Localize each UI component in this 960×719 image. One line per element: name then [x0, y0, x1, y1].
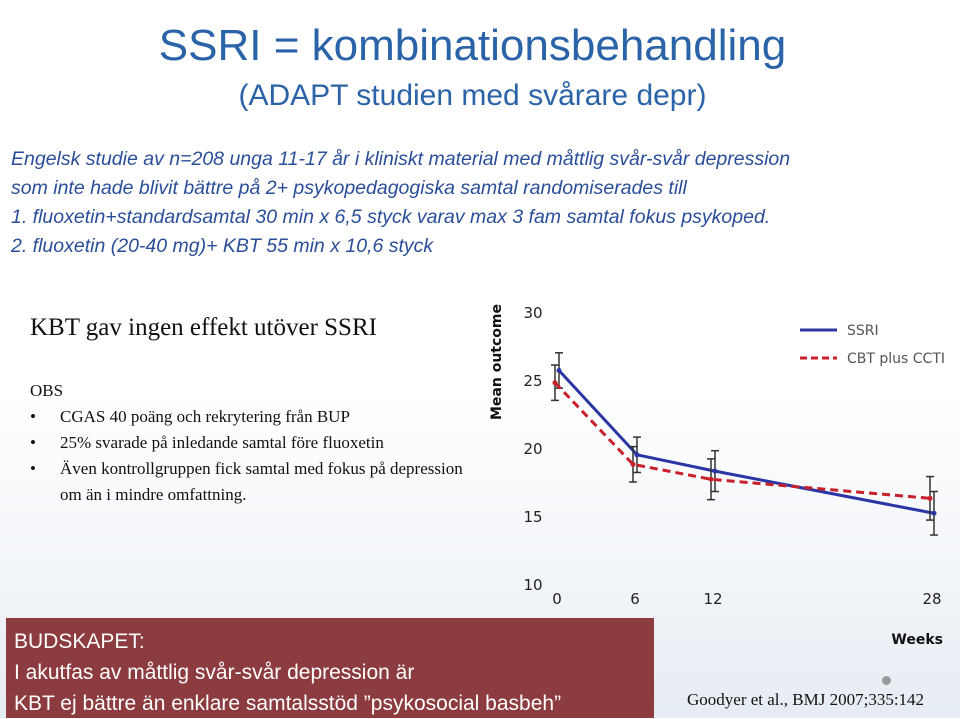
- legend-label: SSRI: [847, 323, 879, 339]
- x-tick-label: 0: [552, 590, 562, 608]
- x-tick-label: 12: [703, 590, 722, 608]
- key-message-line: I akutfas av måttlig svår-svår depressio…: [14, 661, 415, 684]
- data-point: [556, 367, 562, 373]
- y-axis-label: Mean outcome: [489, 304, 505, 420]
- study-line: 1. fluoxetin+standardsamtal 30 min x 6,5…: [11, 206, 771, 228]
- slide-title: SSRI = kombinationsbehandling: [158, 21, 787, 70]
- data-point: [927, 495, 933, 501]
- obs-item: 25% svarade på inledande samtal före flu…: [30, 430, 470, 456]
- series-line: [553, 381, 931, 500]
- x-tick-label: 28: [922, 590, 941, 608]
- data-point: [931, 510, 937, 516]
- data-point: [552, 380, 558, 386]
- data-point: [630, 461, 636, 467]
- obs-section: OBS CGAS 40 poäng och rekrytering från B…: [30, 378, 470, 508]
- y-tick-label: 20: [523, 440, 542, 458]
- study-line: 2. fluoxetin (20-40 mg)+ KBT 55 min x 10…: [11, 235, 434, 257]
- y-tick-label: 10: [523, 576, 542, 594]
- legend-label: CBT plus CCTI: [847, 351, 945, 367]
- slide-marker-dot: [882, 676, 891, 685]
- study-line: som inte hade blivit bättre på 2+ psykop…: [11, 177, 687, 199]
- key-message-line: KBT ej bättre än enklare samtalsstöd ”ps…: [14, 692, 562, 715]
- data-point: [634, 452, 640, 458]
- main-finding: KBT gav ingen effekt utöver SSRI: [30, 314, 377, 341]
- obs-item: CGAS 40 poäng och rekrytering från BUP: [30, 404, 470, 430]
- data-point: [708, 476, 714, 482]
- data-point: [712, 468, 718, 474]
- key-message-box: BUDSKAPET: I akutfas av måttlig svår-svå…: [6, 618, 654, 718]
- key-message-line: BUDSKAPET:: [14, 630, 145, 653]
- citation: Goodyer et al., BMJ 2007;335:142: [687, 690, 925, 709]
- slide-subtitle: (ADAPT studien med svårare depr): [238, 79, 707, 112]
- series-line: [557, 369, 935, 515]
- study-description: Engelsk studie av n=208 unga 11-17 år i …: [11, 145, 959, 261]
- x-axis-label: Weeks: [891, 632, 943, 648]
- y-tick-label: 25: [523, 372, 542, 390]
- study-line: Engelsk studie av n=208 unga 11-17 år i …: [11, 148, 791, 170]
- x-tick-label: 6: [630, 590, 640, 608]
- y-tick-label: 30: [523, 304, 542, 322]
- obs-item: Även kontrollgruppen fick samtal med fok…: [30, 456, 470, 508]
- y-tick-label: 15: [523, 508, 542, 526]
- obs-heading: OBS: [30, 381, 64, 400]
- outcome-chart: 10 15 20 25 30 0 6 12 28 Mean outcome Weeks SSRI CBT…: [485, 298, 955, 650]
- obs-list: CGAS 40 poäng och rekrytering från BUP 2…: [30, 404, 470, 508]
- outcome-chart-svg: 10 15 20 25 30 0 6 12 28 Mean outcome Weeks SSRI CBT…: [489, 304, 945, 648]
